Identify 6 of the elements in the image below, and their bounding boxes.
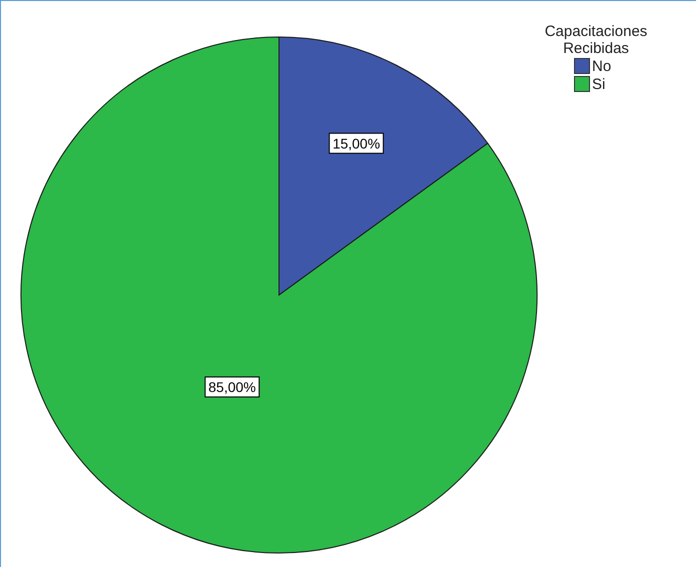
data-label: 85,00%	[208, 378, 256, 395]
legend-title: Capacitaciones Recibidas	[544, 23, 648, 57]
legend-label: Si	[592, 76, 606, 92]
data-label: 15,00%	[332, 135, 380, 152]
legend-label: No	[592, 58, 612, 74]
pie-slice	[20, 36, 538, 554]
